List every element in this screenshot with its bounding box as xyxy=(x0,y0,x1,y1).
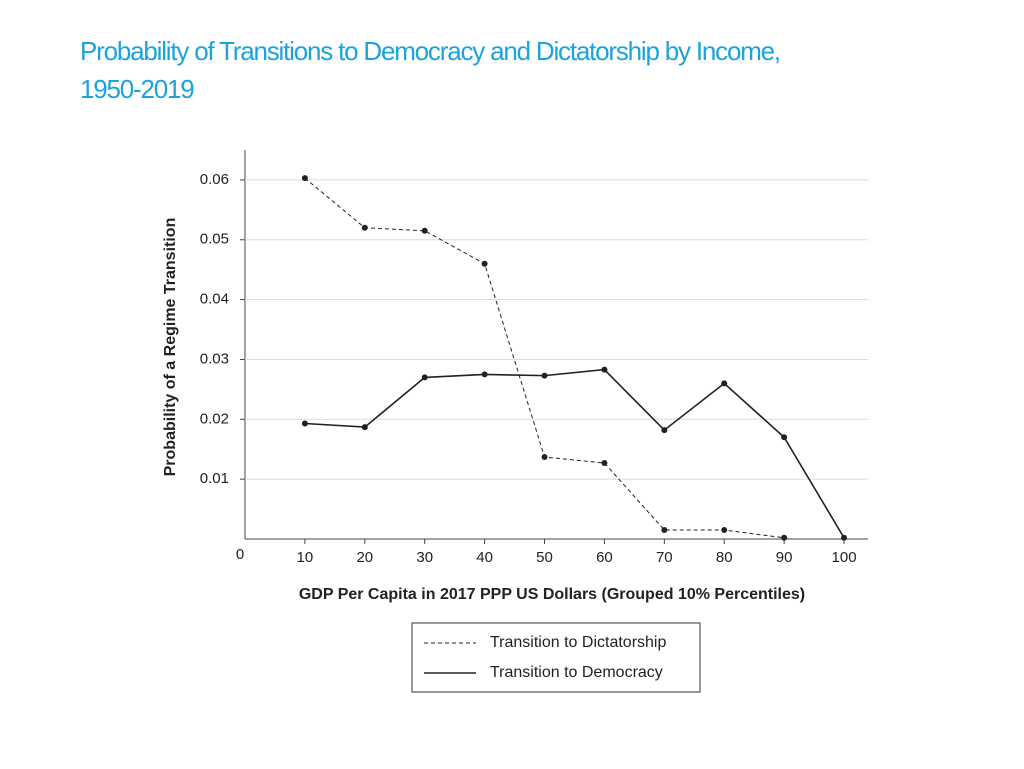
slide-title: Probability of Transitions to Democracy … xyxy=(80,36,781,104)
legend-label: Transition to Dictatorship xyxy=(490,634,666,651)
x-tick-label: 30 xyxy=(416,549,433,566)
data-point xyxy=(601,366,608,373)
data-point xyxy=(481,260,488,267)
data-point xyxy=(661,427,668,434)
y-tick-label: 0.02 xyxy=(200,410,229,427)
x-tick-label: 60 xyxy=(596,549,613,566)
origin-label: 0 xyxy=(236,546,244,563)
data-point xyxy=(781,534,788,541)
data-point xyxy=(781,434,788,441)
x-tick-label: 10 xyxy=(297,549,314,566)
series-line xyxy=(304,368,845,539)
x-tick-label: 70 xyxy=(656,549,673,566)
legend-box xyxy=(411,622,701,693)
data-point xyxy=(421,374,428,381)
series-line xyxy=(304,177,785,539)
data-point xyxy=(541,372,548,379)
data-point xyxy=(361,224,368,231)
data-point xyxy=(361,424,368,431)
data-point xyxy=(421,227,428,234)
data-point xyxy=(601,459,608,466)
x-axis-label: GDP Per Capita in 2017 PPP US Dollars (G… xyxy=(299,586,805,603)
data-point xyxy=(301,420,308,427)
y-tick-label: 0.04 xyxy=(200,291,229,308)
data-point xyxy=(301,175,308,182)
data-point xyxy=(661,527,668,534)
y-axis-label: Probability of a Regime Transition xyxy=(162,218,179,477)
x-tick-label: 20 xyxy=(356,549,373,566)
data-point xyxy=(541,454,548,461)
y-tick-label: 0.06 xyxy=(200,171,229,188)
x-tick-label: 40 xyxy=(476,549,493,566)
data-point xyxy=(721,527,728,534)
x-tick-label: 50 xyxy=(536,549,553,566)
x-tick-label: 80 xyxy=(716,549,733,566)
y-tick-label: 0.05 xyxy=(200,231,229,248)
data-point xyxy=(841,534,848,541)
y-tick-label: 0.03 xyxy=(200,350,229,367)
x-tick-label: 90 xyxy=(776,549,793,566)
x-tick-label: 100 xyxy=(832,549,857,566)
y-tick-label: 0.01 xyxy=(200,470,229,487)
data-point xyxy=(721,380,728,387)
data-point xyxy=(481,371,488,378)
legend-label: Transition to Democracy xyxy=(490,664,663,681)
